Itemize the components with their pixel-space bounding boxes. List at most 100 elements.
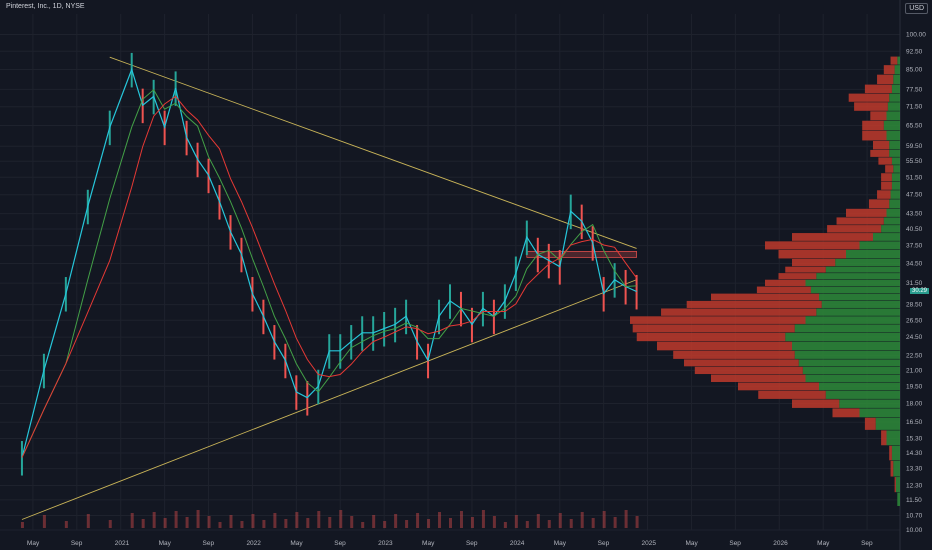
volume-bar: [42, 515, 46, 528]
volume-bar: [251, 514, 255, 528]
y-tick-label: 13.30: [906, 466, 923, 473]
x-tick-label: Sep: [203, 540, 215, 547]
volume-profile-up-bar: [859, 408, 900, 418]
volume-profile-up-bar: [897, 56, 900, 65]
volume-bar: [449, 518, 452, 528]
y-tick-label: 19.50: [906, 383, 923, 390]
volume-bar: [438, 512, 442, 528]
volume-bar: [383, 521, 387, 528]
x-tick-label: May: [290, 540, 303, 547]
volume-profile-up-bar: [798, 359, 900, 367]
volume-profile-up-bar: [805, 316, 900, 324]
volume-profile-up-bar: [889, 93, 900, 102]
x-tick-label: May: [159, 540, 172, 547]
y-tick-label: 71.50: [906, 104, 923, 111]
volume-bar: [306, 518, 310, 528]
volume-profile-down-bar: [883, 65, 895, 75]
volume-profile-up-bar: [893, 74, 900, 85]
volume-profile-up-bar: [897, 492, 900, 506]
volume-profile-down-bar: [848, 93, 890, 102]
volume-profile-up-bar: [785, 332, 900, 342]
volume-bar: [174, 511, 178, 528]
volume-profile-up-bar: [886, 430, 900, 446]
volume-profile-down-bar: [792, 258, 836, 267]
volume-bar: [262, 520, 266, 528]
volume-profile-up-bar: [893, 165, 900, 173]
volume-profile-down-bar: [686, 300, 822, 308]
volume-bar: [624, 510, 628, 528]
x-tick-label: Sep: [729, 540, 741, 547]
volume-bar: [240, 521, 244, 528]
volume-profile-up-bar: [889, 140, 900, 150]
y-tick-label: 40.50: [906, 226, 923, 233]
volume-profile-down-bar: [881, 430, 887, 446]
volume-profile-up-bar: [825, 266, 900, 273]
volume-profile-down-bar: [785, 266, 826, 273]
x-tick-label: 2025: [642, 540, 657, 547]
y-tick-label: 11.50: [906, 497, 922, 504]
y-tick-label: 16.50: [906, 419, 923, 426]
x-tick-label: Sep: [598, 540, 610, 547]
volume-profile-down-bar: [673, 350, 795, 359]
volume-profile-down-bar: [778, 249, 846, 259]
y-tick-label: 10.70: [906, 512, 923, 519]
volume-profile-up-bar: [895, 477, 900, 493]
price-line: [21, 67, 637, 458]
x-tick-label: Sep: [334, 540, 346, 547]
volume-profile-up-bar: [810, 286, 900, 294]
volume-profile-up-bar: [792, 341, 900, 351]
volume-profile-up-bar: [805, 374, 900, 382]
x-tick-label: May: [554, 540, 567, 547]
volume-profile-up-bar: [794, 324, 900, 333]
volume-profile-up-bar: [819, 293, 900, 301]
y-tick-label: 100.00: [906, 32, 926, 39]
volume-bar: [525, 521, 529, 528]
volume-profile-up-bar: [894, 65, 900, 75]
volume-profile-down-bar: [870, 149, 890, 157]
volume-profile-down-bar: [694, 366, 803, 375]
volume-profile-up-bar: [893, 460, 900, 477]
volume-profile-up-bar: [883, 217, 900, 225]
volume-profile-up-bar: [805, 279, 900, 287]
volume-bar: [130, 513, 134, 528]
volume-bar: [580, 512, 584, 528]
x-tick-label: 2026: [773, 540, 788, 547]
y-tick-label: 47.50: [906, 192, 923, 199]
volume-profile-down-bar: [889, 445, 892, 461]
volume-profile-up-bar: [816, 308, 900, 316]
last-price-tag: 30.29: [909, 287, 929, 294]
volume-bar: [372, 515, 376, 528]
volume-bar: [295, 512, 299, 528]
x-tick-label: May: [817, 540, 830, 547]
volume-bar: [163, 518, 167, 528]
y-tick-label: 26.50: [906, 317, 923, 324]
volume-bar: [635, 516, 639, 528]
volume-profile-down-bar: [765, 241, 860, 250]
volume-profile-up-bar: [819, 382, 900, 391]
volume-profile-down-bar: [877, 190, 891, 199]
trendline: [21, 279, 637, 520]
volume-bar: [361, 522, 365, 528]
moving-average-line: [21, 89, 637, 458]
volume-bar: [20, 522, 24, 528]
volume-profile-down-bar: [636, 332, 786, 342]
x-tick-label: 2021: [115, 540, 130, 547]
volume-bar: [229, 515, 233, 528]
volume-bar: [152, 512, 156, 528]
x-tick-label: May: [422, 540, 435, 547]
volume-bar: [185, 517, 189, 528]
volume-profile-up-bar: [891, 445, 900, 461]
y-tick-label: 18.00: [906, 401, 923, 408]
volume-profile-down-bar: [881, 173, 892, 182]
volume-bar: [108, 520, 112, 528]
trendline: [109, 56, 637, 249]
volume-bar: [492, 516, 496, 528]
volume-bar: [273, 513, 277, 528]
currency-selector[interactable]: USD: [905, 3, 928, 14]
y-tick-label: 37.50: [906, 243, 923, 250]
x-tick-label: 2024: [510, 540, 525, 547]
volume-profile-up-bar: [821, 300, 900, 308]
y-tick-label: 65.50: [906, 123, 923, 130]
y-tick-label: 10.00: [906, 527, 923, 534]
